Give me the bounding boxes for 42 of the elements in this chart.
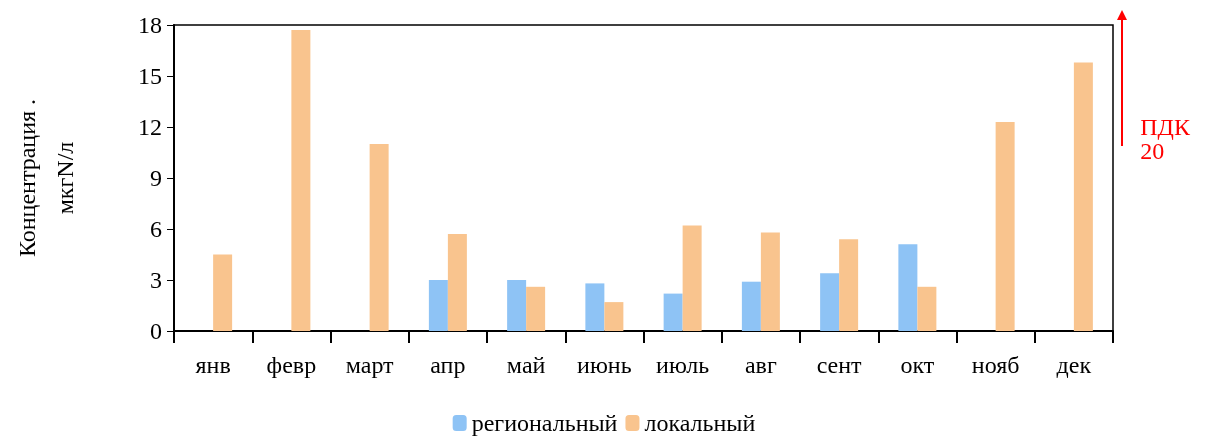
bar — [447, 234, 467, 331]
bar — [760, 232, 780, 331]
x-tick-label: март — [345, 352, 395, 378]
x-tick-label: окт — [900, 352, 935, 378]
bar — [995, 121, 1015, 331]
bar — [917, 286, 937, 331]
bar — [213, 254, 233, 331]
bar — [1073, 62, 1093, 331]
x-tick-label: июль — [656, 352, 710, 378]
y-tick-label: 18 — [138, 12, 162, 38]
legend-label: региональный — [471, 410, 618, 436]
bar — [604, 302, 624, 331]
x-tick-label: авг — [744, 352, 777, 378]
y-tick-label: 15 — [138, 63, 162, 89]
y-tick-label: 0 — [150, 318, 162, 344]
bar — [585, 283, 605, 331]
bar — [291, 30, 311, 331]
x-tick-label: апр — [430, 352, 466, 378]
bar — [839, 239, 859, 331]
x-tick-label: дек — [1056, 352, 1092, 378]
bar — [898, 244, 918, 331]
y-tick-label: 6 — [150, 216, 162, 242]
bar — [820, 273, 840, 331]
x-tick-label: май — [506, 352, 546, 378]
bar — [507, 280, 527, 331]
x-tick-label: февр — [266, 352, 317, 378]
x-tick-label: янв — [195, 352, 231, 378]
text: ПДК 20 — [1140, 114, 1191, 164]
y-tick-label: 3 — [150, 267, 162, 293]
bar — [663, 293, 683, 331]
bar — [741, 281, 761, 331]
y-tick-label: 9 — [150, 165, 162, 191]
x-tick-label: июнь — [577, 352, 632, 378]
x-tick-label: нояб — [971, 352, 1020, 378]
bar — [526, 286, 546, 331]
bar — [369, 144, 389, 331]
legend-label: локальный — [644, 410, 756, 436]
y-tick-label: 12 — [138, 114, 162, 140]
y-axis-title: Концентрация . мкгN/л — [14, 98, 78, 258]
x-tick-label: сент — [816, 352, 863, 378]
bar — [428, 280, 448, 331]
bar — [682, 225, 702, 331]
